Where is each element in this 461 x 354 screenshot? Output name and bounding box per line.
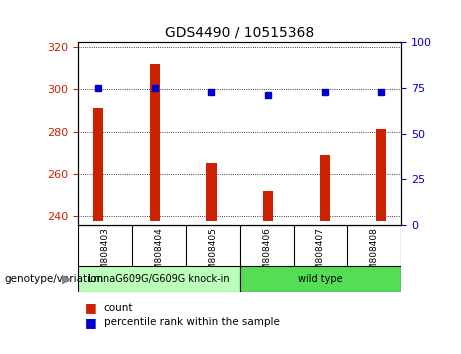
Text: ▶: ▶ [62, 272, 71, 285]
Text: genotype/variation: genotype/variation [5, 274, 104, 284]
Bar [263, 191, 273, 221]
Text: GSM808407: GSM808407 [316, 227, 325, 282]
Text: percentile rank within the sample: percentile rank within the sample [104, 317, 280, 327]
Bar [319, 155, 330, 221]
Bar [376, 130, 386, 221]
Bar [93, 108, 103, 221]
Text: ■: ■ [85, 316, 97, 329]
Text: wild type: wild type [298, 274, 343, 284]
Text: count: count [104, 303, 133, 313]
Text: GSM808408: GSM808408 [370, 227, 378, 282]
FancyBboxPatch shape [78, 266, 240, 292]
Title: GDS4490 / 10515368: GDS4490 / 10515368 [165, 26, 314, 40]
Text: GSM808406: GSM808406 [262, 227, 271, 282]
Text: GSM808403: GSM808403 [101, 227, 110, 282]
Text: GSM808405: GSM808405 [208, 227, 217, 282]
Text: LmnaG609G/G609G knock-in: LmnaG609G/G609G knock-in [88, 274, 230, 284]
Text: GSM808404: GSM808404 [154, 227, 164, 281]
FancyBboxPatch shape [240, 266, 401, 292]
Text: ■: ■ [85, 302, 97, 314]
Bar [207, 163, 217, 221]
Bar [150, 64, 160, 221]
